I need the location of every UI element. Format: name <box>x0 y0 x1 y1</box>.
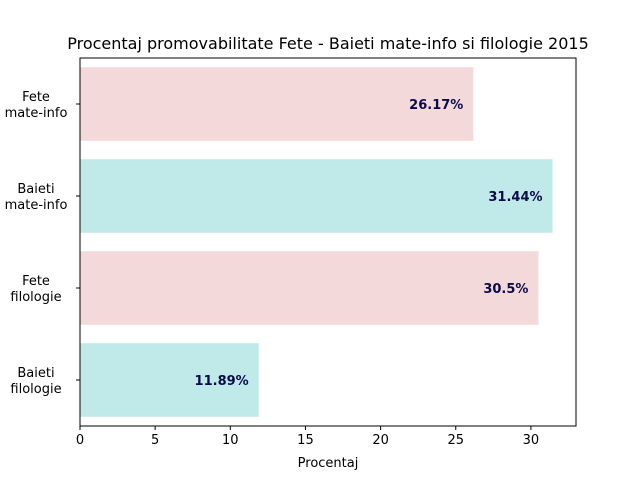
y-tick-label: Baieti mate-info <box>5 182 68 213</box>
x-tick-label: 20 <box>372 433 389 448</box>
y-tick-label: Baieti filologie <box>10 366 61 397</box>
bar <box>80 343 259 417</box>
x-tick-label: 0 <box>76 433 84 448</box>
bar <box>80 67 474 141</box>
bar-value-label: 31.44% <box>488 190 542 205</box>
plot-area: 26.17% Fete mate-info 31.44% Baieti mate-info… <box>5 67 553 448</box>
bar <box>80 251 539 325</box>
x-tick-label: 25 <box>447 433 464 448</box>
x-tick-label: 30 <box>523 433 540 448</box>
bar-value-label: 26.17% <box>409 98 463 113</box>
x-tick-label: 15 <box>297 433 314 448</box>
chart-title: Procentaj promovabilitate Fete - Baieti … <box>67 34 589 53</box>
y-tick-label: Fete mate-info <box>5 90 68 121</box>
y-tick-label: Fete filologie <box>10 274 61 305</box>
x-tick-label: 10 <box>222 433 239 448</box>
x-tick-label: 5 <box>151 433 159 448</box>
plot-frame <box>79 57 577 427</box>
bar-value-label: 30.5% <box>483 282 528 297</box>
x-axis-label: Procentaj <box>298 456 359 471</box>
bar <box>80 159 553 233</box>
bar-value-label: 11.89% <box>195 374 249 389</box>
